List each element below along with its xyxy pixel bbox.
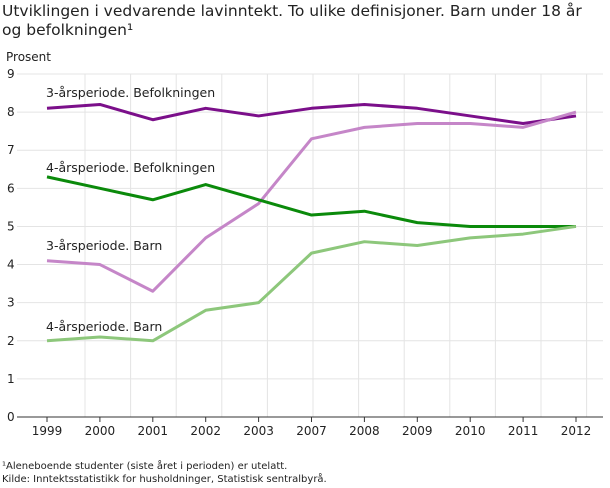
notes: ¹Aleneboende studenter (siste året i per… xyxy=(2,460,327,486)
chart-title: Utviklingen i vedvarende lavinntekt. To … xyxy=(2,2,582,39)
series-label: 3-årsperiode. Befolkningen xyxy=(46,85,215,100)
x-tick-label: 2009 xyxy=(402,424,433,438)
series-label: 3-årsperiode. Barn xyxy=(46,238,162,253)
x-tick-label: 1999 xyxy=(32,424,63,438)
x-tick-label: 2000 xyxy=(85,424,116,438)
x-tick-label: 2012 xyxy=(561,424,592,438)
series-label: 4-årsperiode. Barn xyxy=(46,319,162,334)
series-line xyxy=(46,102,577,126)
y-tick-label: 2 xyxy=(7,334,15,348)
y-tick-label: 7 xyxy=(7,143,15,157)
y-tick-label: 9 xyxy=(7,67,15,81)
x-tick-label: 2010 xyxy=(455,424,486,438)
x-tick-label: 2008 xyxy=(349,424,380,438)
x-tick-label: 2011 xyxy=(508,424,539,438)
y-tick-label: 0 xyxy=(7,410,15,424)
y-tick-label: 8 xyxy=(7,105,15,119)
series-label: 4-årsperiode. Befolkningen xyxy=(46,160,215,175)
y-axis-label: Prosent xyxy=(6,50,51,64)
y-tick-label: 4 xyxy=(7,258,15,272)
footnote: ¹Aleneboende studenter (siste året i per… xyxy=(2,461,288,472)
y-tick-label: 1 xyxy=(7,372,15,386)
x-tick-label: 2001 xyxy=(138,424,169,438)
series-line xyxy=(46,175,576,228)
source: Kilde: Inntektsstatistikk for husholdnin… xyxy=(2,474,327,485)
y-tick-label: 6 xyxy=(7,181,15,195)
y-tick-label: 3 xyxy=(7,296,15,310)
y-tick-label: 5 xyxy=(7,219,15,233)
x-tick-label: 2003 xyxy=(243,424,274,438)
x-tick-label: 2007 xyxy=(296,424,327,438)
x-tick-label: 2002 xyxy=(190,424,221,438)
